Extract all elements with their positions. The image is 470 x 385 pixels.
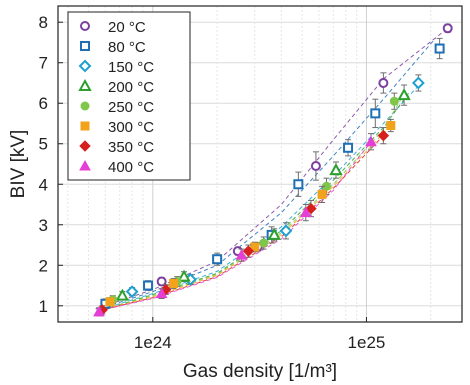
- data-point: [93, 305, 105, 317]
- data-point: [299, 206, 312, 218]
- data-points: [93, 23, 453, 317]
- legend-marker: [80, 121, 90, 131]
- data-point: [115, 288, 130, 301]
- legend: 20 °C 80 °C 150 °C 200 °C 250 °C 300 °C 350 °C…: [67, 11, 191, 181]
- legend-marker: [79, 159, 91, 171]
- data-point: [242, 245, 255, 257]
- data-point: [293, 179, 304, 190]
- fit-curve: [98, 38, 436, 310]
- data-point: [370, 108, 381, 119]
- data-point: [212, 254, 223, 265]
- data-point: [442, 23, 453, 34]
- data-point: [279, 224, 293, 238]
- data-point: [235, 249, 248, 260]
- data-point: [267, 227, 281, 240]
- x-axis-label: Gas density [1/m³]: [183, 361, 337, 382]
- fit-curve: [98, 141, 372, 312]
- data-point: [365, 135, 377, 147]
- data-point: [386, 121, 396, 131]
- data-point: [250, 242, 260, 252]
- legend-label: 350 °C: [108, 139, 154, 156]
- data-point: [434, 43, 445, 54]
- legend-label: 200 °C: [108, 79, 154, 96]
- legend-box: [67, 11, 191, 181]
- data-point: [169, 279, 179, 289]
- legend-label: 20 °C: [108, 19, 146, 36]
- data-point: [389, 96, 399, 106]
- y-tick-label: 7: [39, 54, 48, 73]
- legend-marker: [80, 41, 90, 51]
- y-tick-label: 4: [39, 175, 48, 194]
- data-point: [317, 189, 327, 199]
- y-tick-label: 2: [39, 256, 48, 275]
- y-tick-label: 5: [39, 135, 48, 154]
- x-tick-label: 1e24: [134, 333, 172, 352]
- data-point: [397, 88, 411, 101]
- data-point: [377, 129, 390, 142]
- legend-label: 80 °C: [108, 39, 146, 56]
- data-point: [156, 276, 167, 287]
- data-point: [305, 202, 317, 215]
- axis-ticks: 1 2 3 4 5 6 7 8 1e24 1e25: [39, 13, 386, 352]
- legend-marker: [79, 140, 91, 152]
- data-point: [411, 76, 425, 90]
- data-point: [105, 297, 115, 307]
- data-point: [177, 269, 191, 282]
- legend-marker: [80, 101, 90, 111]
- data-point: [378, 77, 389, 88]
- data-point: [310, 161, 321, 172]
- fit-curve: [102, 82, 422, 310]
- y-tick-label: 6: [39, 94, 48, 113]
- x-tick-label: 1e25: [348, 333, 386, 352]
- data-point: [155, 287, 168, 299]
- legend-label: 250 °C: [108, 99, 154, 116]
- legend-label: 150 °C: [108, 59, 154, 76]
- y-tick-label: 8: [39, 13, 48, 32]
- legend-marker: [78, 59, 92, 73]
- data-point: [125, 285, 139, 299]
- legend-marker: [80, 21, 90, 31]
- data-point: [259, 238, 269, 248]
- data-point: [343, 142, 354, 153]
- y-axis-label: BIV [kV]: [8, 130, 29, 199]
- data-point: [143, 280, 154, 291]
- legend-label: 300 °C: [108, 119, 154, 136]
- legend-label: 400 °C: [108, 159, 154, 176]
- y-tick-label: 1: [39, 297, 48, 316]
- plot-frame: [57, 5, 463, 323]
- legend-marker: [78, 78, 92, 91]
- y-tick-label: 3: [39, 216, 48, 235]
- data-point: [329, 163, 343, 176]
